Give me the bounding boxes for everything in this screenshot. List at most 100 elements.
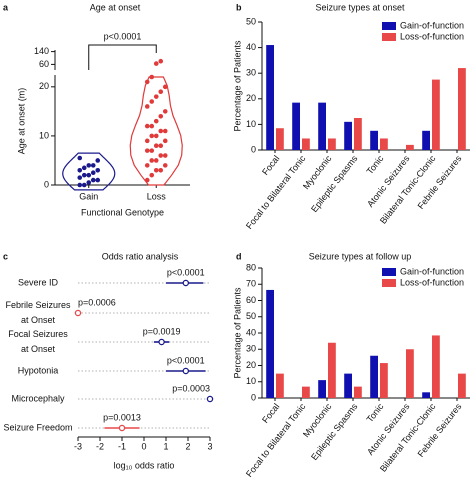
legend-label: Gain-of-function [400, 266, 464, 276]
p-value: p=0.0019 [143, 326, 181, 336]
annotation: p<0.0001 [104, 31, 142, 41]
data-point [86, 172, 92, 178]
estimate-point [74, 309, 82, 317]
panel-letter: d [236, 251, 242, 261]
data-point [81, 182, 87, 188]
p-value: p<0.0001 [167, 355, 205, 365]
data-point [158, 167, 164, 173]
data-point [149, 133, 155, 139]
bar [422, 392, 430, 398]
data-point [158, 58, 164, 64]
p-value: p=0.0013 [103, 412, 141, 422]
data-point [86, 180, 92, 185]
x-axis-label: Functional Genotype [81, 207, 164, 217]
bar [432, 335, 440, 398]
p-value: p=0.0006 [78, 297, 116, 307]
data-point [153, 143, 159, 149]
data-point [153, 167, 159, 173]
bar [370, 130, 378, 150]
data-point [162, 128, 168, 134]
y-axis-label: Age at onset (m) [16, 88, 26, 155]
estimate-point [182, 279, 190, 287]
x-axis-label: log₁₀ odds ratio [114, 460, 175, 470]
y-tick-label: 20 [246, 93, 256, 103]
bar [370, 355, 378, 398]
data-point [149, 148, 155, 153]
x-tick-label: -1 [118, 441, 126, 451]
data-point [144, 163, 150, 168]
x-tick-label: Tonic [365, 153, 386, 176]
y-tick-label: 30 [246, 344, 256, 354]
data-point [153, 61, 159, 66]
y-tick-label: 80 [246, 262, 256, 272]
bar [276, 128, 284, 150]
y-tick-label: 60 [39, 59, 49, 69]
bar [406, 144, 414, 150]
x-tick-label: 1 [163, 441, 168, 451]
x-tick-label: 0 [141, 441, 146, 451]
data-point [86, 163, 92, 168]
bar [302, 138, 310, 150]
y-tick-label: 20 [246, 360, 256, 370]
legend-swatch [382, 22, 396, 30]
bar [406, 349, 414, 398]
data-point [149, 158, 155, 163]
legend-swatch [382, 33, 396, 41]
y-tick-label: 50 [246, 311, 256, 321]
panel-letter: b [236, 2, 242, 12]
y-axis-label: Percentage of Patients [232, 287, 242, 379]
row-label: Febrile Seizures [5, 300, 71, 310]
row-label: Seizure Freedom [3, 422, 72, 432]
data-point [158, 89, 164, 95]
data-point [149, 172, 155, 178]
y-tick-label: 30 [246, 68, 256, 78]
row-label: Hypotonia [18, 365, 59, 375]
x-tick-label: 3 [207, 441, 212, 451]
row-label: Severe ID [18, 277, 59, 287]
x-tick-label: -3 [74, 441, 82, 451]
significance-bracket [88, 44, 157, 70]
x-tick-label: Epileptic Spasms [309, 153, 360, 214]
bar [422, 130, 430, 150]
bar [354, 118, 362, 150]
data-point [144, 123, 150, 129]
x-tick-label: Focal [260, 154, 281, 178]
row-label: Focal Seizures [8, 329, 68, 339]
bar [318, 102, 326, 150]
data-point [158, 128, 164, 134]
y-tick-label: 10 [246, 376, 256, 386]
data-point [149, 99, 155, 104]
bar [266, 289, 274, 398]
x-tick-label: Focal [260, 402, 281, 426]
data-point [153, 133, 159, 139]
bar [276, 373, 284, 398]
bar [380, 363, 388, 398]
data-point [77, 167, 83, 173]
data-point [77, 175, 83, 180]
bar [380, 138, 388, 150]
bar [432, 79, 440, 150]
bar [302, 386, 310, 398]
y-tick-label: 0 [251, 392, 256, 402]
x-tick-label: Gain [79, 191, 98, 201]
panel-letter: c [3, 251, 8, 261]
legend-swatch [382, 279, 396, 287]
bar [354, 386, 362, 398]
data-point [95, 158, 101, 163]
data-point [162, 153, 168, 158]
chart-title: Seizure types at follow up [309, 251, 412, 261]
y-axis-label: Percentage of Patients [232, 40, 242, 132]
data-point [162, 138, 168, 144]
data-point [153, 94, 159, 99]
legend-label: Gain-of-function [400, 20, 464, 30]
data-point [162, 163, 168, 168]
bar [458, 373, 466, 398]
data-point [144, 148, 150, 153]
estimate-point [182, 367, 190, 375]
estimate-point [118, 424, 126, 432]
y-tick-label: 0 [251, 144, 256, 154]
data-point [158, 113, 164, 119]
bar [344, 373, 352, 398]
y-tick-label: 40 [246, 327, 256, 337]
